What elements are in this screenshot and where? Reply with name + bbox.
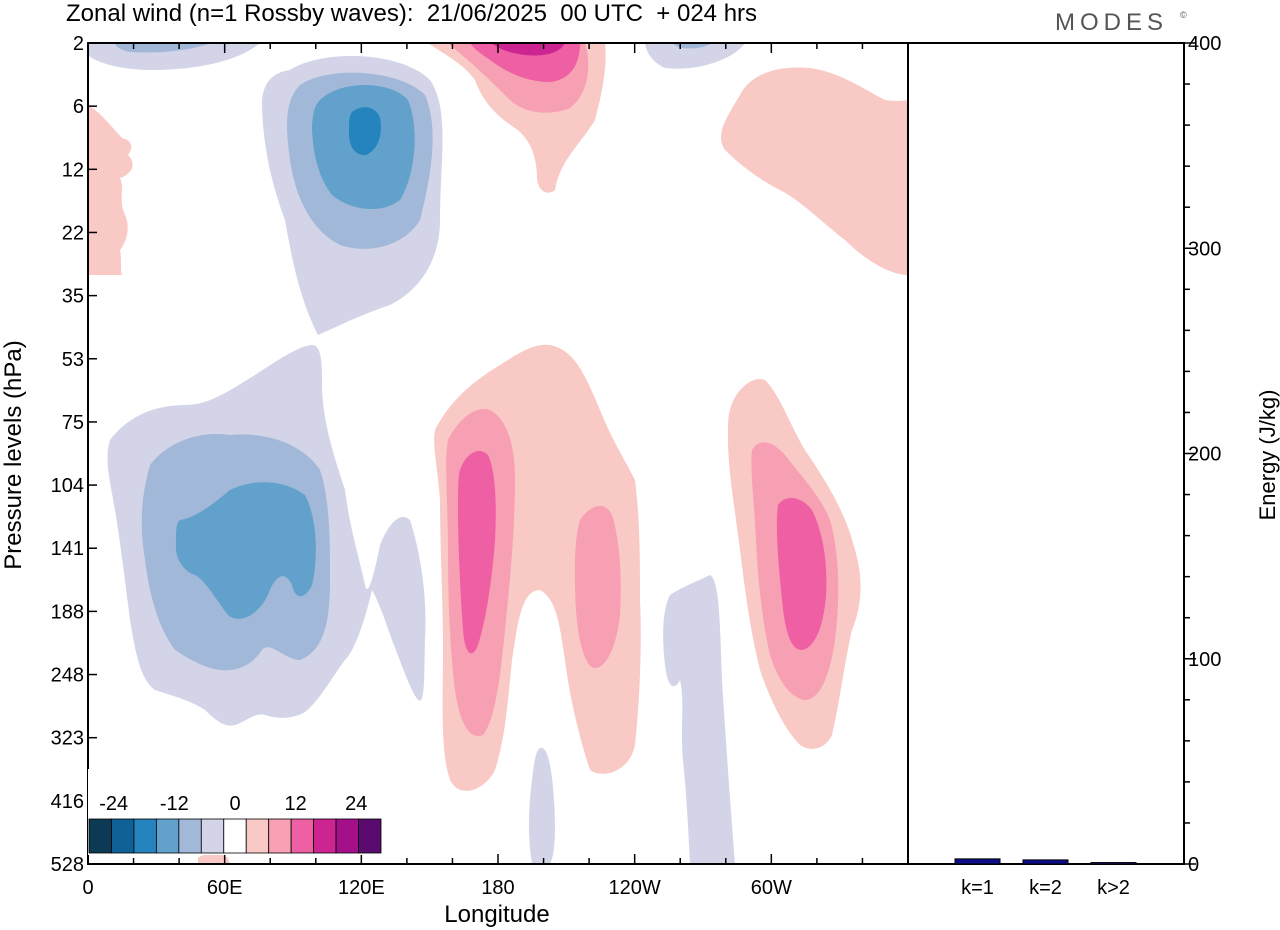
chart-title: Zonal wind (n=1 Rossby waves): 21/06/202… — [66, 0, 758, 27]
colorbar-legend: -24 -12 0 12 24 — [88, 769, 382, 855]
contour-neg-level3-lower — [175, 482, 316, 619]
contour-pos-level4-top — [492, 43, 565, 56]
colorbar-swatch — [178, 818, 202, 854]
colorbar-swatch — [245, 818, 270, 854]
colorbar-label: -12 — [160, 793, 189, 815]
colorbar-label: 12 — [285, 793, 307, 815]
y-tick-label: 323 — [51, 728, 84, 750]
pressure-axis: 2 6 12 22 35 53 75 104 141 188 248 323 416 528 — [51, 33, 97, 876]
y-tick-label: 75 — [62, 412, 84, 434]
contour-neg-thin-2 — [663, 575, 735, 864]
colorbar-swatch — [133, 818, 157, 854]
longitude-axis: 0 60E 120E 180 120W 60W — [82, 43, 909, 899]
energy-category-label: k=1 — [961, 877, 994, 899]
contour-neg-level4-upper — [348, 107, 381, 156]
contour-neg-thin-1 — [529, 747, 555, 864]
y-tick-label: 141 — [51, 538, 84, 560]
energy-tick-label: 100 — [1188, 649, 1221, 671]
colorbar-swatch — [313, 818, 337, 854]
brand-logo: MODES — [1055, 9, 1169, 36]
y-tick-label: 35 — [62, 286, 84, 308]
colorbar-swatch — [200, 818, 225, 854]
contour-pos-level2-center-b — [574, 505, 621, 668]
energy-category-label: k=2 — [1029, 877, 1062, 899]
energy-bars: k=1 k=2 k>2 — [954, 858, 1137, 899]
contour-pos-level3-center — [458, 450, 496, 654]
contour-pos-left-edge — [88, 105, 133, 275]
x-tick-label: 180 — [481, 877, 514, 899]
colorbar-label: 24 — [345, 793, 367, 815]
energy-bar — [1090, 862, 1137, 865]
y-tick-label: 188 — [51, 601, 84, 623]
energy-tick-label: 200 — [1188, 444, 1221, 466]
x-tick-label: 120W — [609, 877, 661, 899]
colorbar-swatch — [155, 818, 180, 854]
contour-neg-top-right — [645, 43, 745, 69]
colorbar-swatch — [223, 818, 247, 854]
energy-tick-label: 300 — [1188, 238, 1221, 260]
colorbar-swatch — [268, 818, 292, 854]
contour-neg-top-left-inner — [115, 43, 210, 53]
colorbar-swatch — [335, 818, 359, 854]
x-tick-label: 0 — [82, 877, 93, 899]
contour-fill-layer — [88, 43, 908, 864]
energy-category-label: k>2 — [1097, 877, 1130, 899]
colorbar-swatch — [111, 818, 135, 854]
x-tick-label: 60W — [751, 877, 792, 899]
energy-tick-label: 400 — [1188, 33, 1221, 55]
y-tick-label: 104 — [51, 475, 84, 497]
y-tick-label: 53 — [62, 349, 84, 371]
y-tick-label: 416 — [51, 791, 84, 813]
colorbar-label: 0 — [229, 793, 240, 815]
brand-copyright-mark: © — [1180, 10, 1187, 20]
energy-axis-title: Energy (J/kg) — [1255, 390, 1280, 521]
energy-plot-frame — [907, 42, 1185, 865]
contour-pos-level3-right — [776, 498, 827, 650]
y-tick-label: 528 — [51, 854, 84, 876]
colorbar-swatch — [290, 818, 315, 854]
y-tick-label: 2 — [73, 33, 84, 55]
x-tick-label: 60E — [207, 877, 243, 899]
colorbar-swatch — [358, 818, 382, 854]
colorbar-swatch — [88, 818, 112, 854]
contour-pos-bottom-small — [198, 853, 230, 864]
contour-pos-right-upper — [720, 67, 908, 275]
energy-bar — [1022, 859, 1069, 865]
energy-tick-label: 0 — [1188, 854, 1199, 876]
energy-axis: 0 100 200 300 400 — [1184, 33, 1221, 876]
colorbar-label: -24 — [99, 793, 128, 815]
contour-neg-top-right-inner — [672, 43, 712, 49]
energy-bar — [954, 858, 1001, 865]
y-tick-label: 22 — [62, 222, 84, 244]
x-axis-title: Longitude — [444, 901, 549, 928]
y-axis-title: Pressure levels (hPa) — [0, 340, 27, 569]
y-tick-label: 12 — [62, 159, 84, 181]
y-tick-label: 6 — [73, 96, 84, 118]
y-tick-label: 248 — [51, 665, 84, 687]
x-tick-label: 120E — [338, 877, 385, 899]
